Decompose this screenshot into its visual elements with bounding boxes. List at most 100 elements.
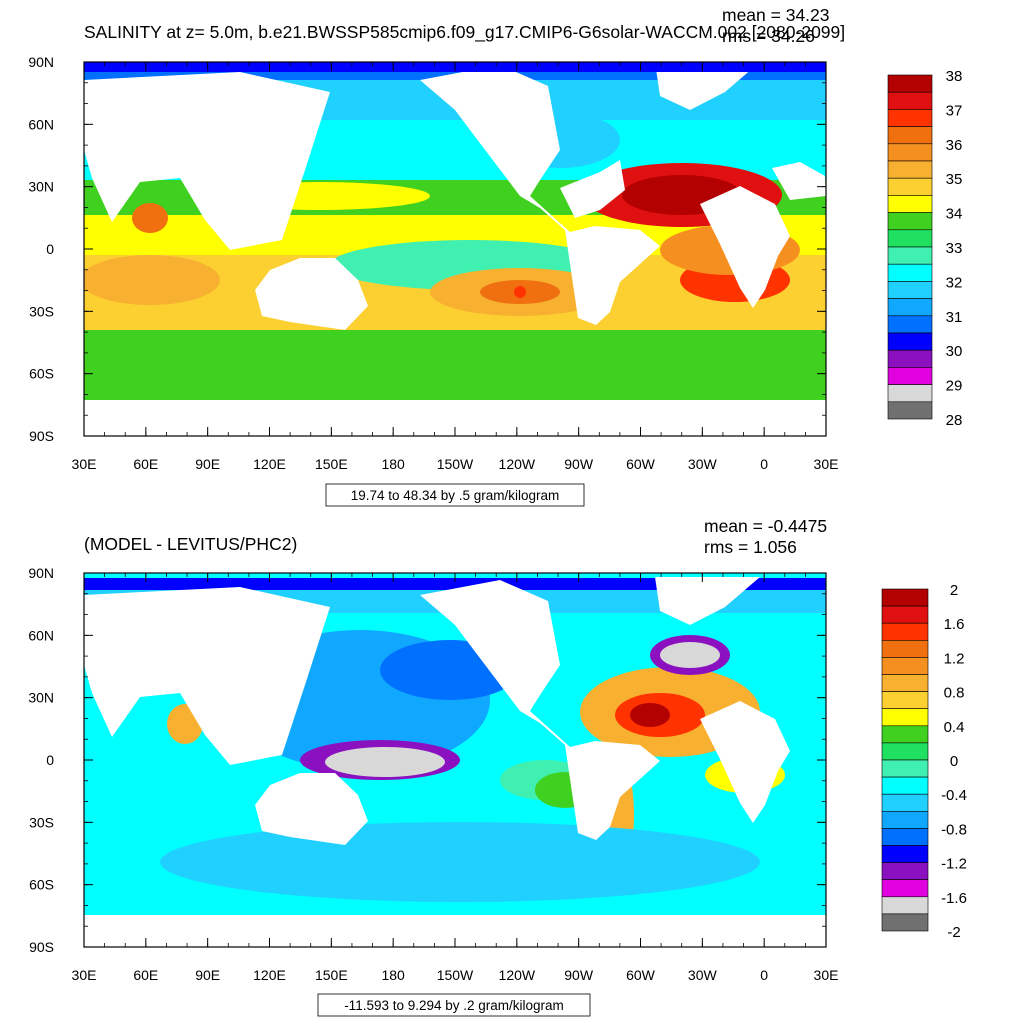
- difference-lat-label: 30S: [29, 814, 54, 830]
- difference-lon-label: 120W: [499, 967, 536, 983]
- salinity-colorbar-swatch: [887, 177, 933, 196]
- salinity-lon-label: 60W: [626, 456, 656, 472]
- salinity-colorbar-label: 31: [946, 309, 963, 326]
- difference-colorbar-swatch: [881, 828, 929, 846]
- salinity-lon-label: 30E: [814, 456, 839, 472]
- salinity-colorbar-label: 32: [946, 274, 963, 291]
- difference-lat-label: 90S: [29, 939, 54, 955]
- difference-lon-label: 30E: [72, 967, 97, 983]
- difference-lon-label: 90E: [195, 967, 220, 983]
- salinity-lon-label: 90E: [195, 456, 220, 472]
- difference-lat-label: 60S: [29, 877, 54, 893]
- salinity-colorbar-label: 37: [946, 102, 963, 119]
- salinity-lat-label: 0: [46, 241, 54, 257]
- difference-colorbar-swatch: [881, 657, 929, 675]
- salinity-colorbar-label: 30: [946, 343, 963, 360]
- salinity-rms: rms = 34.26: [722, 26, 815, 46]
- salinity-range-box: 19.74 to 48.34 by .5 gram/kilogram: [325, 483, 585, 507]
- salinity-colorbar-label: 34: [946, 206, 963, 223]
- salinity-lon-label: 30E: [72, 456, 97, 472]
- difference-colorbar-swatch: [881, 896, 929, 915]
- difference-colorbar-swatch: [881, 759, 929, 778]
- salinity-colorbar-swatch: [887, 281, 933, 299]
- difference-colorbar-swatch: [881, 622, 929, 641]
- salinity-lat-label: 30N: [28, 179, 54, 195]
- salinity-map: [84, 62, 826, 436]
- salinity-colorbar-swatch: [887, 263, 933, 282]
- salinity-mean: mean = 34.23: [722, 5, 830, 25]
- difference-lon-label: 150E: [315, 967, 348, 983]
- salinity-range-text: 19.74 to 48.34 by .5 gram/kilogram: [351, 488, 560, 503]
- difference-lat-label: 60N: [28, 627, 54, 643]
- difference-lat-label: 0: [46, 752, 54, 768]
- salinity-lat-label: 60S: [29, 366, 54, 382]
- difference-colorbar-label: 1.6: [944, 616, 965, 633]
- salinity-colorbar-swatch: [887, 384, 933, 403]
- salinity-lon-label: 120E: [253, 456, 286, 472]
- difference-colorbar-swatch: [881, 725, 929, 744]
- difference-lon-label: 120E: [253, 967, 286, 983]
- difference-lon-label: 180: [381, 967, 405, 983]
- difference-colorbar-swatch: [881, 810, 929, 829]
- salinity-lon-label: 120W: [499, 456, 536, 472]
- salinity-title: SALINITY at z= 5.0m, b.e21.BWSSP585cmip6…: [84, 22, 845, 43]
- salinity-lat-label: 60N: [28, 116, 54, 132]
- difference-lon-label: 30W: [688, 967, 718, 983]
- difference-colorbar-swatch: [881, 588, 929, 607]
- salinity-axis-ticks: 30E 60E 90E 120E 150E 180 150W 120W 90W 60W 30W 0 30…: [28, 54, 838, 472]
- difference-mean: mean = -0.4475: [704, 516, 827, 536]
- difference-lon-label: 60E: [133, 967, 158, 983]
- difference-colorbar-swatch: [881, 742, 929, 761]
- salinity-lon-label: 90W: [564, 456, 594, 472]
- salinity-colorbar-label: 29: [946, 378, 963, 395]
- salinity-colorbar-swatch: [887, 91, 933, 110]
- salinity-colorbar-swatch: [887, 143, 933, 162]
- salinity-colorbar-swatch: [887, 160, 933, 179]
- difference-colorbar-label: -0.8: [941, 821, 967, 838]
- salinity-colorbar-swatch: [887, 332, 933, 351]
- salinity-colorbar-swatch: [887, 195, 933, 213]
- difference-colorbar-swatch: [881, 691, 929, 709]
- difference-range-box: -11.593 to 9.294 by .2 gram/kilogram: [317, 993, 591, 1017]
- difference-colorbar-swatch: [881, 605, 929, 624]
- difference-colorbar-label: 0.4: [944, 719, 965, 736]
- difference-colorbar-swatch: [881, 879, 929, 898]
- salinity-colorbar-swatch: [887, 74, 933, 93]
- difference-axis-ticks: 30E 60E 90E 120E 150E 180 150W 120W 90W 60W 30W 0 30…: [28, 565, 838, 983]
- difference-colorbar-label: 0.8: [944, 685, 965, 702]
- difference-colorbar-label: -1.6: [941, 890, 967, 907]
- salinity-colorbar-swatch: [887, 126, 933, 145]
- difference-colorbar-swatch: [881, 776, 929, 795]
- salinity-lat-label: 30S: [29, 303, 54, 319]
- salinity-colorbar-label: 36: [946, 137, 963, 154]
- salinity-colorbar-swatch: [887, 229, 933, 248]
- salinity-colorbar-label: 33: [946, 240, 963, 257]
- difference-colorbar-label: -1.2: [941, 856, 967, 873]
- difference-lon-label: 150W: [437, 967, 474, 983]
- salinity-lon-label: 30W: [688, 456, 718, 472]
- difference-lon-label: 30E: [814, 967, 839, 983]
- difference-colorbar-label: 1.2: [944, 650, 965, 667]
- salinity-lon-label: 150E: [315, 456, 348, 472]
- difference-range-text: -11.593 to 9.294 by .2 gram/kilogram: [344, 998, 564, 1013]
- salinity-colorbar-swatch: [887, 401, 933, 420]
- salinity-colorbar-swatch: [887, 212, 933, 231]
- difference-map: [84, 573, 826, 947]
- salinity-colorbar-label: 38: [946, 68, 963, 85]
- salinity-colorbar-swatch: [887, 315, 933, 334]
- difference-colorbar-label: -0.4: [941, 787, 967, 804]
- salinity-lon-label: 150W: [437, 456, 474, 472]
- difference-colorbar: 2 1.6 1.2 0.8 0.4 0 -0.4 -0.8 -1.2 -1.6 -2: [881, 582, 967, 941]
- difference-colorbar-swatch: [881, 793, 929, 812]
- difference-colorbar-label: 0: [950, 753, 958, 770]
- salinity-lon-label: 180: [381, 456, 405, 472]
- difference-colorbar-swatch: [881, 639, 929, 658]
- salinity-lat-label: 90N: [28, 54, 54, 70]
- salinity-colorbar-swatch: [887, 349, 933, 368]
- difference-lon-label: 60W: [626, 967, 656, 983]
- difference-lon-label: 90W: [564, 967, 594, 983]
- difference-colorbar-swatch: [881, 674, 929, 692]
- salinity-colorbar-swatch: [887, 109, 933, 127]
- difference-colorbar-swatch: [881, 708, 929, 727]
